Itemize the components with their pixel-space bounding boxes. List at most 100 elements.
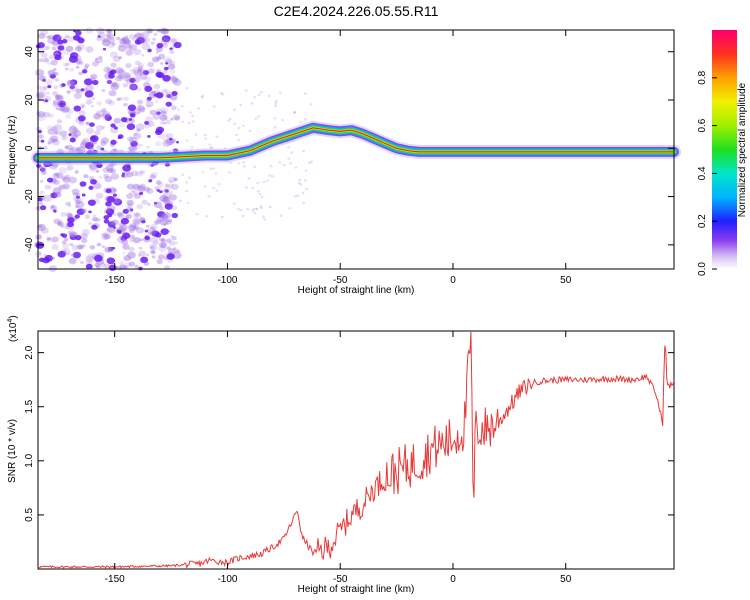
frequency-ridge [31, 120, 681, 165]
noise-speckle [85, 99, 93, 105]
noise-speckle [42, 257, 50, 264]
noise-speckle [149, 174, 156, 180]
noise-speckle [84, 214, 91, 220]
noise-speckle [128, 44, 138, 51]
noise-speckle [126, 251, 136, 259]
noise-speckle [163, 56, 172, 63]
noise-speckle [109, 168, 117, 174]
noise-speckle [93, 254, 103, 262]
noise-speckle [144, 229, 149, 233]
noise-speckle [303, 92, 307, 95]
noise-speckle [117, 136, 122, 140]
noise-speckle [151, 56, 160, 63]
noise-speckle [149, 236, 159, 244]
noise-speckle [81, 193, 86, 197]
noise-speckle [255, 207, 259, 211]
noise-speckle [99, 262, 106, 268]
noise-speckle [151, 250, 156, 254]
noise-speckle [94, 58, 99, 61]
noise-speckle [77, 43, 86, 50]
noise-speckle [257, 115, 261, 118]
noise-speckle [139, 217, 145, 222]
noise-speckle [79, 244, 85, 250]
noise-speckle [154, 185, 162, 191]
noise-speckle [103, 263, 111, 269]
noise-speckle [87, 252, 97, 260]
noise-speckle [153, 220, 159, 226]
noise-speckle [105, 34, 112, 39]
top-x-tick-label: -100 [217, 275, 237, 286]
noise-speckle [147, 48, 152, 53]
noise-speckle [95, 264, 101, 269]
noise-speckle [169, 137, 173, 141]
noise-speckle [253, 211, 257, 215]
noise-speckle [220, 215, 224, 219]
noise-speckle [179, 199, 183, 203]
noise-speckle [173, 247, 177, 250]
noise-speckle [98, 175, 103, 180]
noise-speckle [154, 186, 159, 191]
noise-speckle [209, 167, 213, 170]
top-x-axis: -150 -100 -50 0 50 [105, 30, 572, 286]
noise-speckle [75, 199, 81, 205]
noise-speckle [45, 46, 50, 50]
noise-speckle [110, 173, 119, 180]
noise-speckle [220, 92, 224, 95]
noise-speckle [65, 114, 72, 119]
noise-speckle [122, 175, 127, 179]
noise-speckle [62, 240, 67, 244]
noise-speckle [51, 236, 59, 243]
noise-speckle [47, 84, 52, 89]
noise-speckle [154, 219, 161, 225]
noise-speckle [288, 207, 292, 210]
bottom-y-tick-label: 1.5 [24, 399, 35, 413]
noise-speckle [133, 69, 143, 77]
noise-speckle [136, 128, 141, 132]
noise-speckle [165, 101, 172, 107]
noise-speckle [38, 91, 47, 98]
noise-speckle [38, 134, 44, 139]
noise-speckle [79, 181, 87, 187]
noise-speckle [175, 249, 180, 253]
noise-speckle [123, 262, 131, 268]
noise-speckle [147, 121, 155, 127]
noise-speckle [69, 258, 77, 264]
noise-speckle [266, 179, 270, 182]
noise-speckle [43, 57, 50, 63]
noise-speckle [102, 47, 107, 51]
noise-speckle [237, 161, 241, 165]
noise-speckle [135, 170, 143, 177]
noise-speckle [159, 114, 168, 122]
noise-speckle [85, 127, 95, 134]
noise-speckle [241, 124, 245, 128]
bottom-x-tick-label: 50 [560, 574, 572, 585]
noise-speckle [162, 188, 168, 193]
noise-speckle [146, 104, 150, 108]
noise-speckle [38, 257, 45, 263]
noise-speckle [304, 169, 308, 173]
noise-speckle [168, 183, 174, 188]
noise-speckle [129, 208, 134, 212]
noise-speckle [129, 234, 136, 240]
noise-speckle [143, 261, 150, 266]
noise-speckle [88, 222, 93, 226]
noise-speckle [105, 164, 114, 172]
noise-speckle [164, 203, 173, 210]
noise-speckle [121, 239, 129, 245]
noise-speckle [60, 176, 66, 181]
noise-speckle [105, 188, 112, 194]
noise-speckle [50, 205, 55, 209]
noise-speckle [47, 128, 56, 135]
noise-speckle [95, 57, 103, 64]
noise-speckle [108, 73, 115, 79]
noise-speckle [89, 135, 99, 143]
noise-speckle [128, 246, 135, 252]
noise-speckle [132, 218, 141, 225]
noise-speckle [62, 176, 71, 183]
noise-speckle [169, 47, 173, 50]
noise-speckle [54, 130, 58, 135]
noise-speckle [76, 244, 84, 250]
noise-speckle [103, 233, 111, 240]
noise-speckle [117, 44, 127, 52]
